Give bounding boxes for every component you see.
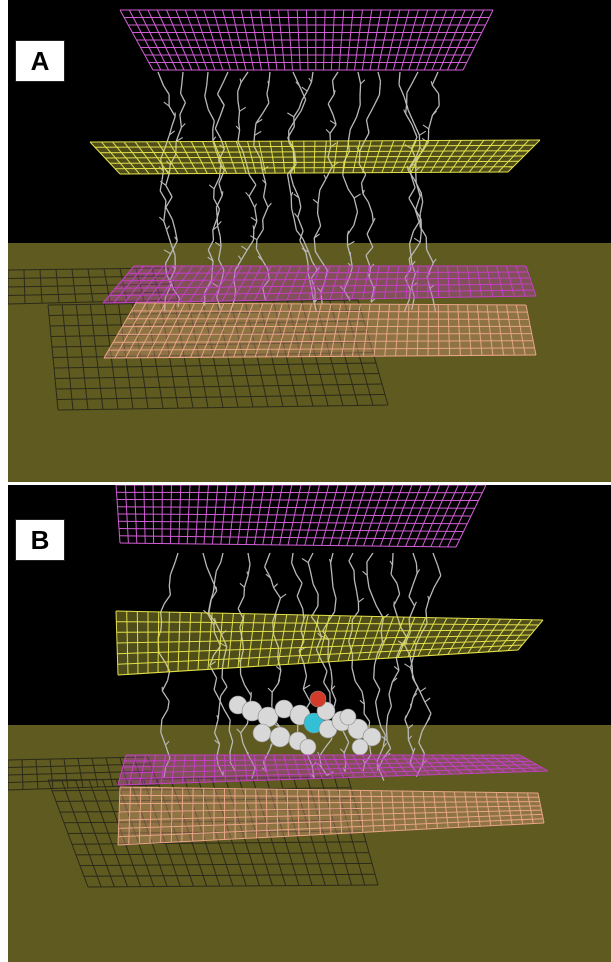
upper-grid-plane: [115, 485, 487, 548]
magenta-grid-plane: [117, 754, 549, 786]
lipid-chains: [157, 71, 440, 312]
upper-grid-plane: [119, 9, 494, 71]
shadow-grid: [8, 756, 379, 888]
figure-panel-b: B: [8, 485, 611, 962]
panel-label-b: B: [15, 519, 65, 561]
membrane-scene-b: [8, 485, 611, 962]
yellow-grid-plane: [115, 610, 544, 676]
membrane-scene-a: [8, 0, 611, 482]
magenta-grid-plane: [102, 265, 537, 304]
shadow-grid: [8, 267, 389, 411]
figure-panel-a: A: [8, 0, 611, 482]
panel-label-a: A: [15, 40, 65, 82]
salmon-grid-plane: [103, 302, 537, 359]
drug-molecule-spacefill: [228, 690, 382, 756]
yellow-grid-plane: [89, 139, 541, 175]
salmon-grid-plane: [117, 786, 545, 846]
